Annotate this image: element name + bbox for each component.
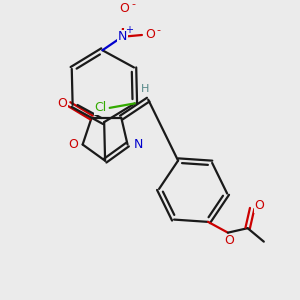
Text: N: N — [118, 30, 127, 43]
Text: -: - — [156, 25, 160, 34]
Text: -: - — [131, 0, 135, 9]
Text: O: O — [119, 2, 129, 15]
Text: Cl: Cl — [94, 101, 107, 114]
Text: O: O — [69, 138, 79, 151]
Text: O: O — [224, 234, 234, 247]
Text: H: H — [141, 84, 150, 94]
Text: O: O — [145, 28, 155, 41]
Text: +: + — [125, 25, 134, 34]
Text: O: O — [254, 199, 264, 212]
Text: O: O — [57, 97, 67, 110]
Text: N: N — [134, 138, 143, 151]
